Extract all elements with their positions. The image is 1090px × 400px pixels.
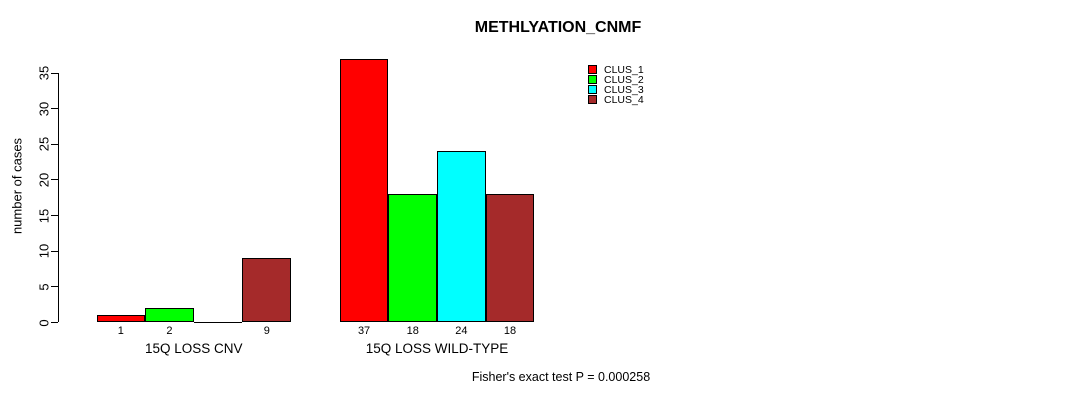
- y-tick: [51, 286, 58, 288]
- legend-label: CLUS_3: [604, 83, 644, 96]
- legend-item: CLUS_4: [588, 93, 644, 106]
- bar-clus_4-0: [242, 258, 292, 323]
- legend-swatch-icon: [588, 85, 597, 94]
- y-tick-label: 30: [36, 101, 52, 116]
- y-tick: [51, 108, 58, 110]
- legend-swatch-icon: [588, 65, 597, 74]
- legend-item: CLUS_3: [588, 83, 644, 96]
- y-tick-label: 25: [36, 137, 52, 152]
- legend-item: CLUS_2: [588, 73, 644, 86]
- bar-value-label: 18: [406, 325, 419, 337]
- bar-clus_1-0: [96, 315, 146, 323]
- y-tick: [51, 322, 58, 323]
- legend-label: CLUS_4: [604, 93, 644, 106]
- y-tick: [51, 179, 58, 181]
- stat-annotation: Fisher's exact test P = 0.000258: [471, 370, 651, 384]
- bar-clus_4-1: [485, 194, 535, 323]
- y-tick: [51, 143, 58, 145]
- bar-value-label: 9: [263, 325, 270, 337]
- legend-swatch-icon: [588, 75, 597, 84]
- y-tick-label: 10: [36, 244, 52, 259]
- bar-clus_2-1: [388, 194, 438, 323]
- bar-value-label: 18: [503, 325, 517, 337]
- y-tick-label: 0: [36, 318, 52, 327]
- y-tick-label: 5: [36, 283, 52, 291]
- y-tick: [51, 72, 58, 74]
- group-label: 15Q LOSS WILD-TYPE: [365, 341, 509, 356]
- bar-value-label: 1: [117, 325, 124, 337]
- plot-title: METHLYATION_CNMF: [474, 19, 642, 36]
- bar-clus_1-1: [339, 58, 389, 323]
- bar-value-label: 2: [166, 325, 173, 337]
- legend-label: CLUS_1: [604, 63, 644, 76]
- y-axis-title: number of cases: [9, 137, 25, 235]
- y-tick-label: 15: [36, 208, 52, 223]
- legend-swatch-icon: [588, 95, 597, 104]
- bar-value-label: 37: [357, 325, 371, 337]
- y-tick: [51, 250, 58, 252]
- bar-clus_3-1: [437, 151, 486, 323]
- legend-label: CLUS_2: [604, 73, 644, 86]
- y-tick-label: 20: [36, 172, 52, 188]
- y-tick-label: 35: [36, 65, 52, 81]
- group-label: 15Q LOSS CNV: [145, 341, 243, 356]
- bar-value-label: 24: [455, 325, 468, 337]
- y-axis-line: [58, 73, 59, 323]
- legend-item: CLUS_1: [588, 63, 644, 76]
- bar-clus_2-0: [145, 308, 194, 323]
- y-tick: [51, 215, 58, 217]
- bar-zero-clus_3-0: [193, 321, 243, 323]
